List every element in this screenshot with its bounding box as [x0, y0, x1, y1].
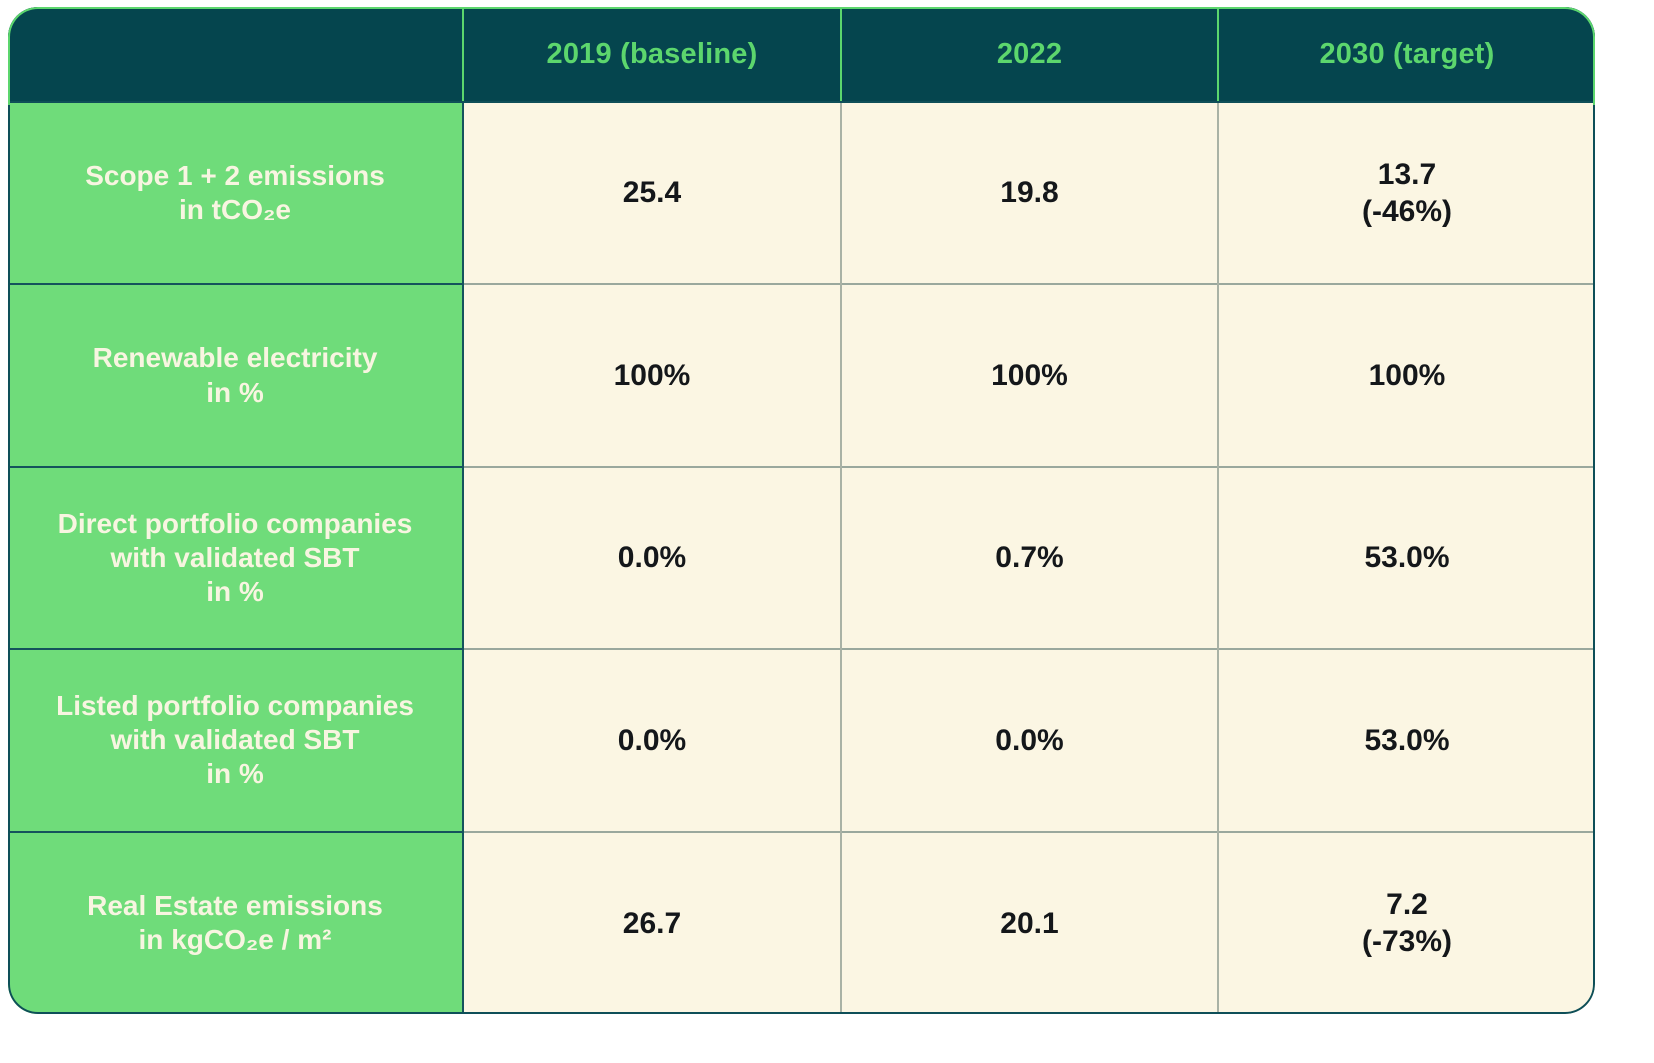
value-line: 19.8 — [1000, 176, 1059, 210]
value-line: 53.0% — [1364, 541, 1450, 575]
data-table: 2019 (baseline) 2022 2030 (target) Scope… — [8, 7, 1595, 1014]
row-label: Direct portfolio companies with validated… — [8, 465, 464, 650]
header-cell-2019-baseline: 2019 (baseline) — [462, 7, 841, 103]
row-label-line: with validated SBT — [110, 541, 360, 573]
row-label-line: with validated SBT — [110, 724, 360, 756]
sustainability-targets-table: 2019 (baseline) 2022 2030 (target) Scope… — [8, 7, 1595, 1014]
value-line: 7.2 — [1386, 887, 1428, 921]
value-line: 53.0% — [1364, 723, 1450, 757]
row-label-line: Direct portfolio companies — [57, 507, 413, 539]
value-line: 25.4 — [622, 176, 682, 210]
row-label-line: in % — [206, 576, 264, 608]
header-cell-2022: 2022 — [840, 7, 1218, 103]
value-line: 0.0% — [617, 723, 687, 757]
value-cell: 53.0% — [1217, 648, 1595, 832]
row-label-line: Listed portfolio companies — [56, 690, 414, 722]
value-cell: 13.7 (-46%) — [1217, 100, 1595, 285]
value-line: 13.7 — [1377, 157, 1437, 191]
value-cell: 26.7 — [462, 830, 841, 1014]
value-cell: 0.7% — [840, 465, 1218, 650]
value-line: 100% — [613, 358, 691, 392]
row-label-line: in % — [206, 758, 264, 790]
header-cell-2030-target: 2030 (target) — [1217, 7, 1595, 103]
value-cell: 100% — [462, 283, 841, 467]
value-line: 0.0% — [995, 723, 1064, 757]
row-label: Listed portfolio companies with validated… — [8, 648, 464, 832]
row-label: Scope 1 + 2 emissions in tCO₂e — [8, 100, 464, 285]
value-cell: 19.8 — [840, 100, 1218, 285]
row-label-line: Scope 1 + 2 emissions — [85, 160, 385, 192]
table-body: Scope 1 + 2 emissions in tCO₂e 25.4 19.8 13.… — [8, 100, 1595, 1014]
value-cell: 100% — [1217, 283, 1595, 467]
value-cell: 0.0% — [462, 465, 841, 650]
value-cell: 53.0% — [1217, 465, 1595, 650]
value-cell: 7.2 (-73%) — [1217, 830, 1595, 1014]
row-label-line: Real Estate emissions — [87, 890, 383, 922]
value-line: 0.0% — [617, 541, 687, 575]
value-cell: 100% — [840, 283, 1218, 467]
value-line: 26.7 — [622, 906, 682, 940]
table-row: Scope 1 + 2 emissions in tCO₂e 25.4 19.8 13.… — [8, 100, 1595, 285]
value-cell: 0.0% — [462, 648, 841, 832]
table-row: Renewable electricity in % 100% 100% 100% — [8, 283, 1595, 467]
row-label: Real Estate emissions in kgCO₂e / m² — [8, 830, 464, 1014]
row-label-line: in kgCO₂e / m² — [138, 924, 332, 956]
value-line: 0.7% — [995, 541, 1064, 575]
row-label-line: Renewable electricity — [92, 342, 378, 374]
value-line: (-73%) — [1361, 925, 1452, 959]
table-header: 2019 (baseline) 2022 2030 (target) — [8, 7, 1595, 103]
row-label-line: in % — [206, 376, 264, 408]
value-cell: 0.0% — [840, 648, 1218, 832]
row-label-line: in tCO₂e — [179, 194, 291, 226]
value-line: 100% — [1368, 358, 1446, 392]
value-line: 20.1 — [1000, 906, 1059, 940]
table-row: Direct portfolio companies with validated… — [8, 465, 1595, 650]
value-cell: 20.1 — [840, 830, 1218, 1014]
header-cell-corner — [8, 7, 463, 103]
table-row: Listed portfolio companies with validated… — [8, 648, 1595, 832]
value-line: (-46%) — [1361, 195, 1452, 229]
value-cell: 25.4 — [462, 100, 841, 285]
header-row: 2019 (baseline) 2022 2030 (target) — [8, 7, 1595, 103]
row-label: Renewable electricity in % — [8, 283, 464, 467]
value-line: 100% — [991, 358, 1068, 392]
table-row: Real Estate emissions in kgCO₂e / m² 26.7 2… — [8, 830, 1595, 1014]
